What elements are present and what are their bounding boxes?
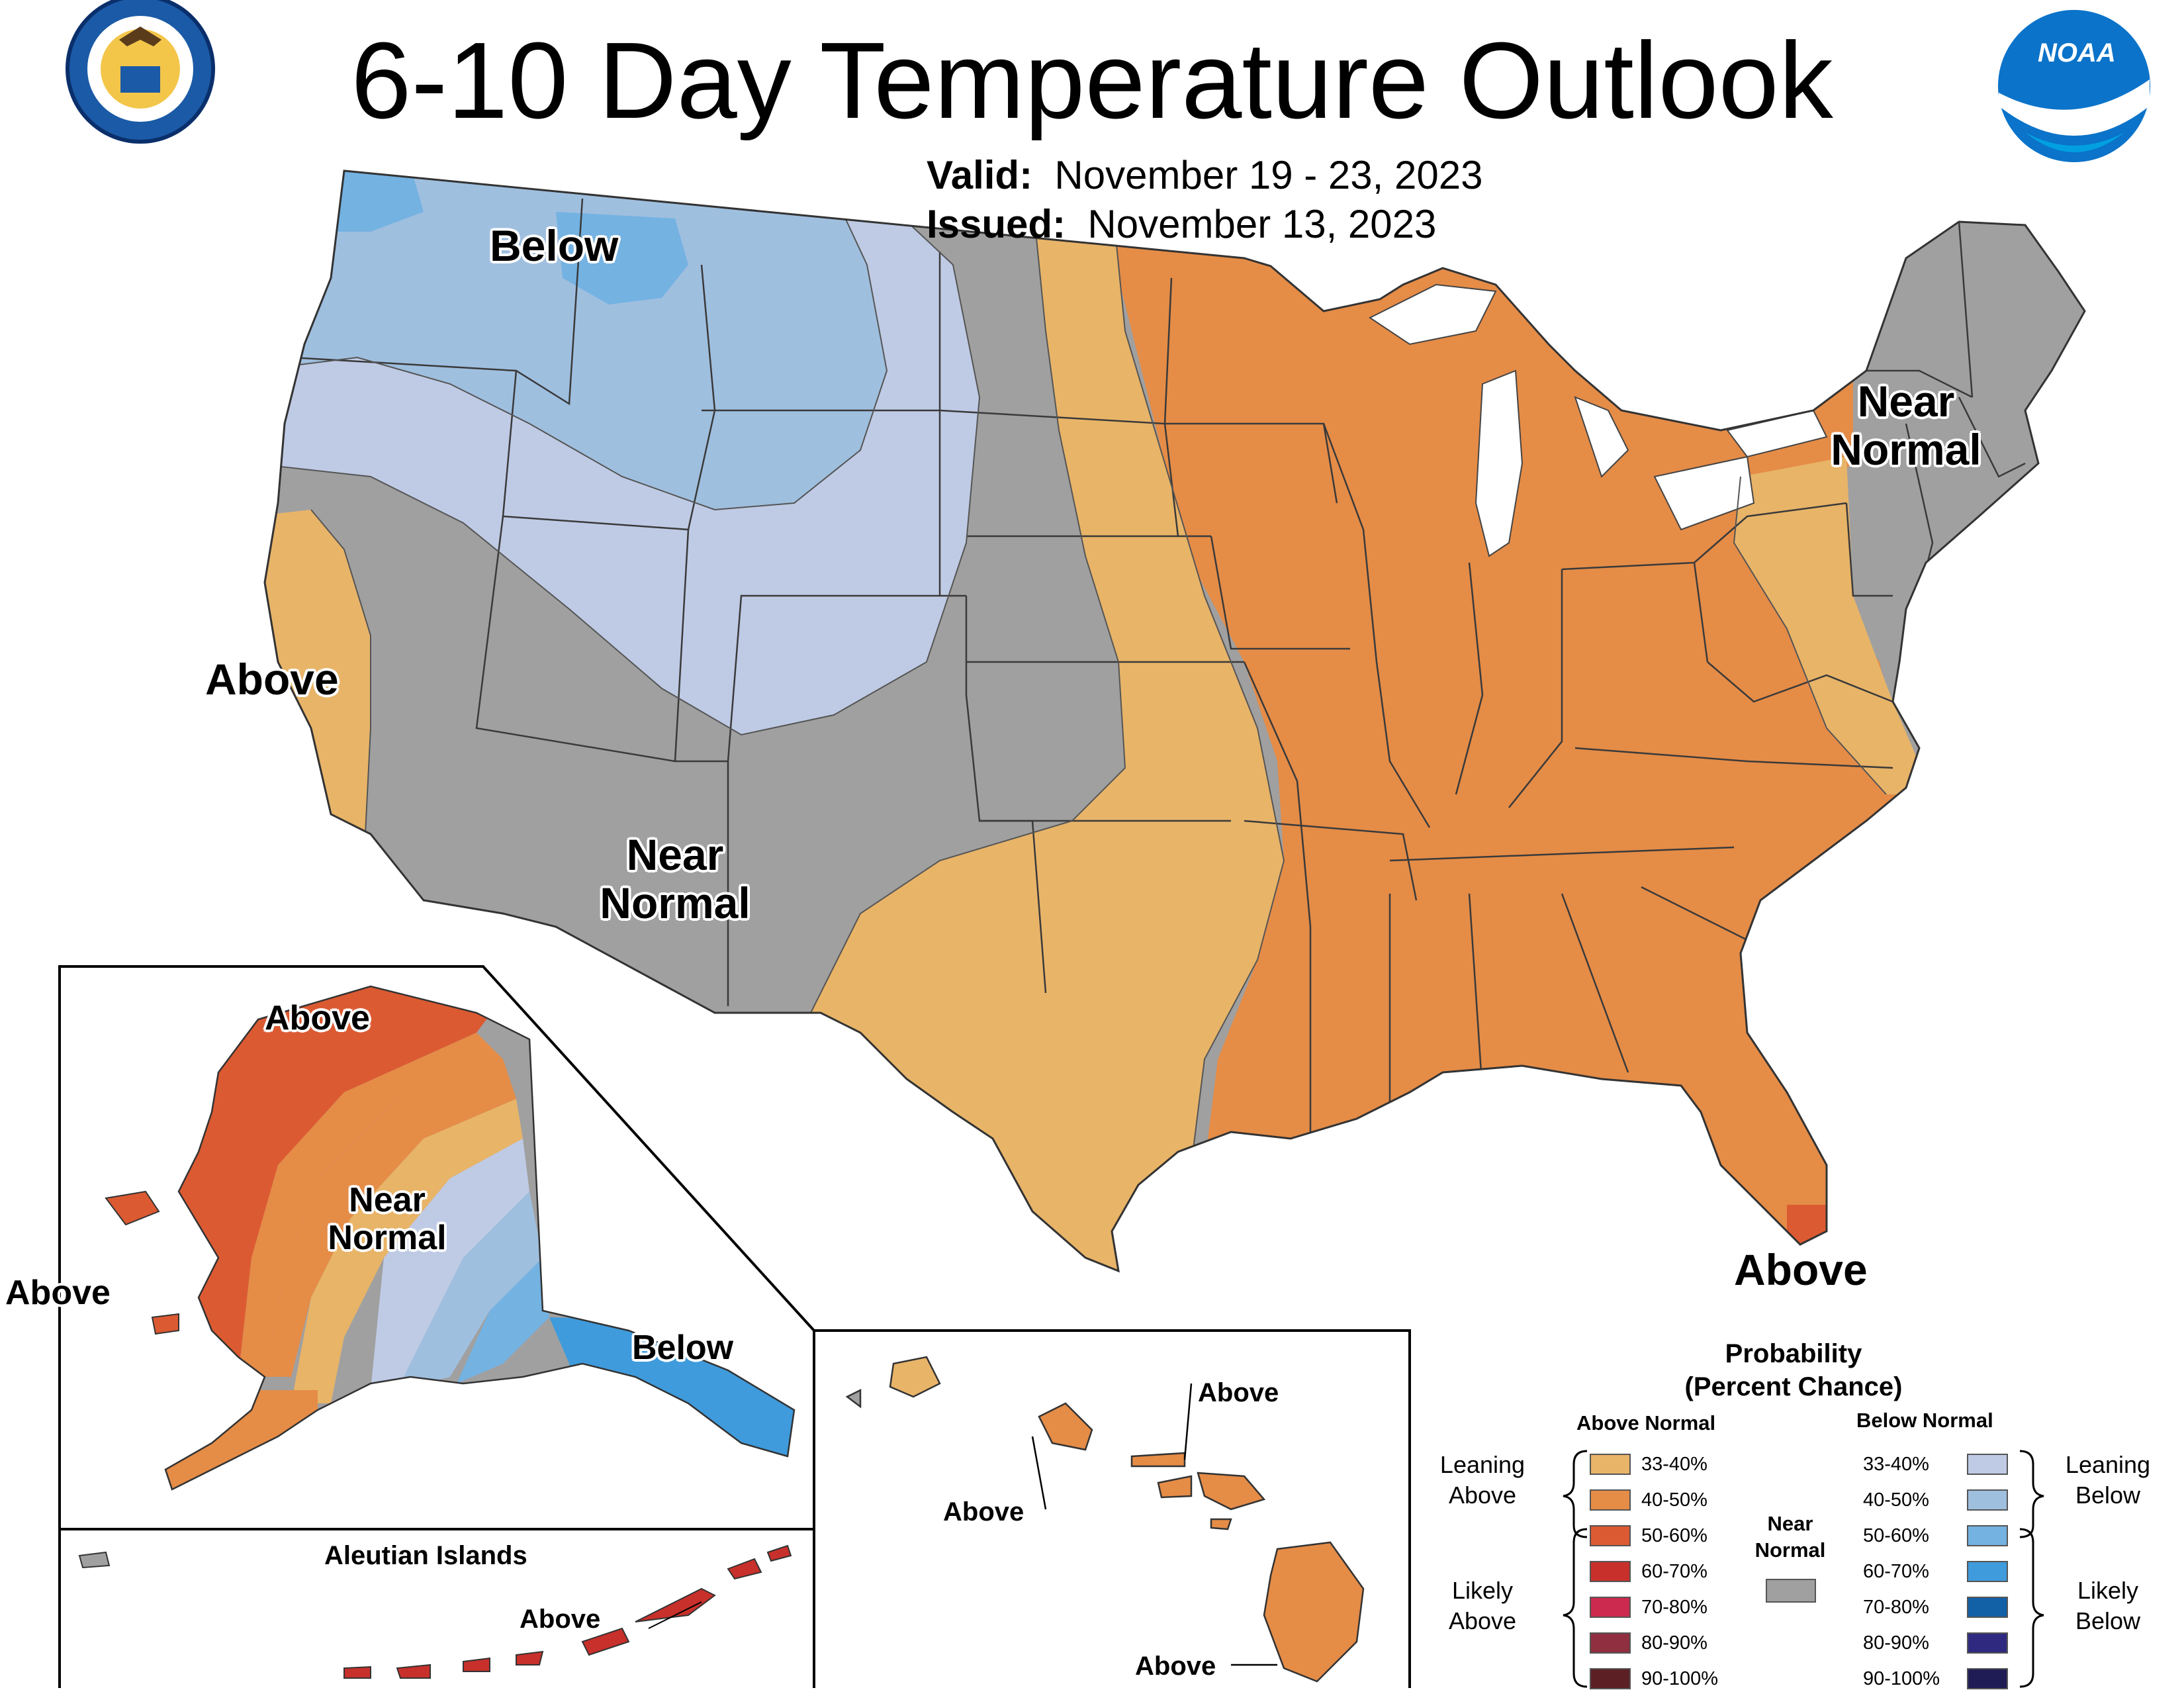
label-aleutian-title: Aleutian Islands	[324, 1541, 527, 1570]
region-above-33-40-midatlantic	[1734, 457, 1933, 794]
legend-near-normal-label: Near Normal	[1754, 1512, 1826, 1562]
legend-below-swatch	[1967, 1597, 2008, 1618]
noaa-logo	[1998, 10, 2150, 162]
conus-map	[263, 169, 2086, 1273]
noaa-logo-text: NOAA	[2038, 38, 2116, 68]
label-near-normal-ne: Near Normal	[1831, 377, 1981, 474]
legend-above-label: 50-60%	[1641, 1525, 1707, 1546]
label-hi-above-3: Above	[1135, 1652, 1216, 1681]
region-above-33-40-central	[794, 199, 1284, 1271]
legend-leaning-below: Leaning Below	[2065, 1451, 2151, 1509]
label-above-west: Above	[205, 655, 339, 704]
legend-near-normal-swatch	[1766, 1579, 1816, 1603]
great-lakes	[1369, 283, 1828, 557]
legend-below-label: 50-60%	[1863, 1525, 1929, 1546]
label-aleutian-above: Above	[520, 1605, 601, 1634]
legend-below-label: 80-90%	[1863, 1632, 1929, 1654]
legend-above-label: 80-90%	[1641, 1632, 1707, 1654]
legend-above-swatch	[1590, 1632, 1631, 1654]
page-title: 6-10 Day Temperature Outlook	[351, 20, 1833, 141]
legend-brackets	[1563, 1450, 2044, 1688]
legend-below-swatch	[1967, 1668, 2008, 1689]
issued-label: Issued:	[927, 202, 1066, 246]
region-below-40-50-nw	[265, 171, 887, 510]
legend-above-label: 60-70%	[1641, 1561, 1707, 1582]
label-hi-above-1: Above	[1198, 1378, 1279, 1407]
legend-above-label: 90-100%	[1641, 1668, 1719, 1689]
legend-above-label: 40-50%	[1641, 1489, 1707, 1511]
legend-below-swatch	[1967, 1525, 2008, 1546]
legend-below-label: 60-70%	[1863, 1561, 1929, 1582]
legend-below-label: 33-40%	[1863, 1454, 1929, 1475]
issued-value: November 13, 2023	[1087, 202, 1437, 246]
label-hi-above-2: Above	[943, 1497, 1024, 1526]
label-ak-above-west: Above	[5, 1274, 111, 1312]
legend-below-label: 40-50%	[1863, 1489, 1929, 1511]
label-near-normal-sw: Near Normal	[600, 830, 751, 927]
legend-below-head: Below Normal	[1856, 1409, 1993, 1432]
legend-below-swatch	[1967, 1489, 2008, 1511]
doc-seal	[66, 0, 215, 144]
hawaii-inset	[845, 1356, 1365, 1683]
legend-below-swatch	[1967, 1454, 2008, 1475]
legend-leaning-above: Leaning Above	[1439, 1451, 1525, 1509]
legend-above-swatch	[1590, 1668, 1631, 1689]
label-ak-near-normal: Near Normal	[328, 1181, 447, 1258]
valid-label: Valid:	[927, 153, 1033, 197]
label-ak-below-se: Below	[632, 1329, 734, 1367]
date-block: Valid: November 19 - 23, 2023 Issued: No…	[927, 151, 1482, 249]
legend-above-head: Above Normal	[1576, 1411, 1716, 1434]
legend-above-swatch	[1590, 1489, 1631, 1511]
label-below-nw: Below	[490, 221, 619, 270]
legend-below-label: 70-80%	[1863, 1597, 1929, 1618]
legend-above-label: 33-40%	[1641, 1454, 1707, 1475]
legend-likely-above: Likely Above	[1448, 1577, 1517, 1634]
legend-below-swatch	[1967, 1632, 2008, 1654]
legend-likely-below: Likely Below	[2075, 1577, 2141, 1634]
aleutian-islands	[343, 1544, 792, 1679]
label-ak-above-north: Above	[265, 999, 370, 1037]
legend-above-label: 70-80%	[1641, 1597, 1707, 1618]
legend-above-swatch	[1590, 1525, 1631, 1546]
legend-title: Probability (Percent Chance)	[1684, 1339, 1903, 1401]
legend-below-swatch	[1967, 1561, 2008, 1582]
legend-above-swatch	[1590, 1597, 1631, 1618]
label-above-se: Above	[1734, 1245, 1868, 1294]
legend-above-swatch	[1590, 1561, 1631, 1582]
legend-above-swatch	[1590, 1454, 1631, 1475]
legend-below-label: 90-100%	[1863, 1668, 1940, 1689]
valid-value: November 19 - 23, 2023	[1054, 153, 1483, 197]
